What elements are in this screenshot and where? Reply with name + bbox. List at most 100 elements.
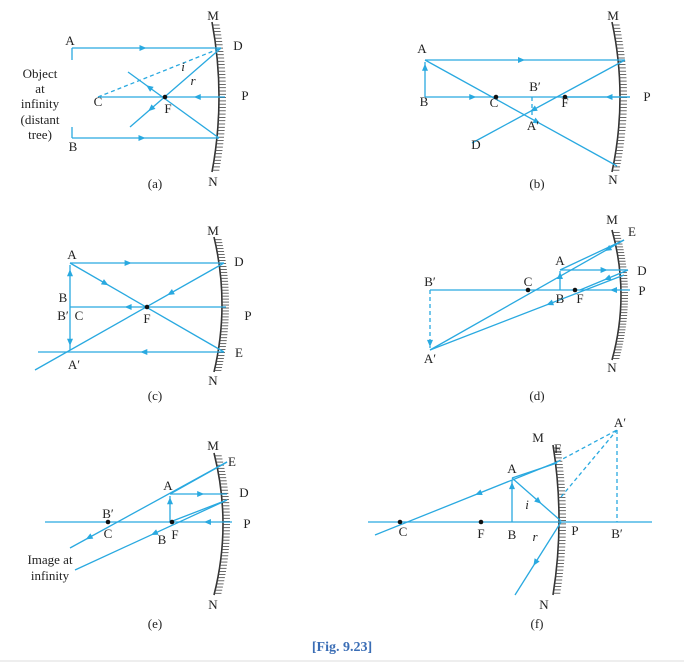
arrowhead (151, 529, 159, 535)
ray (97, 47, 222, 98)
label: F (171, 527, 178, 542)
label: F (164, 101, 171, 116)
label: D (471, 137, 480, 152)
label: N (608, 172, 618, 187)
arrowhead (546, 299, 555, 306)
label: A (507, 461, 517, 476)
label: B′ (424, 274, 436, 289)
arrowhead (138, 135, 146, 141)
label: A′ (68, 357, 80, 372)
label: M (607, 8, 619, 23)
label: B′ (102, 506, 114, 521)
arrowhead (167, 497, 173, 505)
label: B (420, 94, 429, 109)
label: D (239, 485, 248, 500)
point (144, 304, 150, 310)
label: C (104, 526, 113, 541)
label: B (508, 527, 517, 542)
label: B (556, 291, 565, 306)
label: i (181, 59, 185, 74)
panel-caption: (d) (529, 388, 544, 403)
arrowhead (469, 94, 477, 100)
arrowhead (148, 104, 156, 112)
arrowhead (67, 338, 73, 346)
label: r (532, 529, 538, 544)
label: N (539, 597, 549, 612)
label: P (571, 523, 578, 538)
label: N (208, 597, 218, 612)
label: D (637, 263, 646, 278)
label: tree) (28, 127, 52, 142)
label: D (234, 254, 243, 269)
label: A′ (527, 118, 539, 133)
mirror (213, 452, 224, 596)
label: B′ (611, 526, 623, 541)
label: M (207, 438, 219, 453)
arrowhead (146, 85, 154, 92)
arrowhead (600, 267, 608, 273)
ray (127, 71, 220, 139)
ray (169, 499, 228, 523)
ray (129, 47, 222, 128)
label: A (555, 253, 565, 268)
ray (429, 274, 625, 351)
label: B′ (57, 308, 69, 323)
label: M (606, 212, 618, 227)
ray (511, 462, 558, 479)
label: E (235, 345, 243, 360)
label: A (65, 33, 75, 48)
label: N (607, 360, 617, 375)
arrowhead (605, 94, 613, 100)
arrowhead (475, 489, 483, 496)
ray (169, 461, 228, 495)
label: D (233, 38, 242, 53)
label: B′ (529, 79, 541, 94)
label: B (59, 290, 68, 305)
ray (556, 429, 618, 463)
arrowhead (193, 94, 201, 100)
label: C (490, 95, 499, 110)
point (105, 519, 111, 525)
arrowhead (85, 533, 94, 540)
arrowhead (100, 279, 109, 286)
label: infinity (21, 96, 60, 111)
label: P (638, 283, 645, 298)
label: M (532, 430, 544, 445)
arrowhead (203, 519, 211, 525)
arrowhead (140, 349, 148, 355)
label: A′ (424, 351, 436, 366)
label: Object (23, 66, 58, 81)
point (478, 519, 484, 525)
label: A (417, 41, 427, 56)
label: B (69, 139, 78, 154)
arrowhead (530, 105, 538, 112)
ray (559, 239, 625, 271)
label: P (241, 88, 248, 103)
ray (471, 59, 626, 144)
panel-caption: (b) (529, 176, 544, 191)
label: M (207, 8, 219, 23)
point (525, 287, 531, 293)
point (562, 94, 568, 100)
ray (514, 521, 562, 596)
label: F (576, 291, 583, 306)
arrowhead (422, 63, 428, 71)
label: C (94, 94, 103, 109)
label: infinity (31, 568, 70, 583)
label: C (75, 308, 84, 323)
ray (34, 262, 225, 371)
arrowhead (124, 260, 132, 266)
ray (424, 59, 618, 167)
label: C (524, 274, 533, 289)
ray (429, 239, 625, 351)
label: E (628, 224, 636, 239)
label: B (158, 532, 167, 547)
arrowhead (534, 496, 542, 504)
arrowhead (509, 482, 515, 490)
label: i (525, 497, 529, 512)
label: A (67, 247, 77, 262)
arrowhead (197, 491, 205, 497)
ray (560, 429, 618, 498)
label: P (244, 308, 251, 323)
